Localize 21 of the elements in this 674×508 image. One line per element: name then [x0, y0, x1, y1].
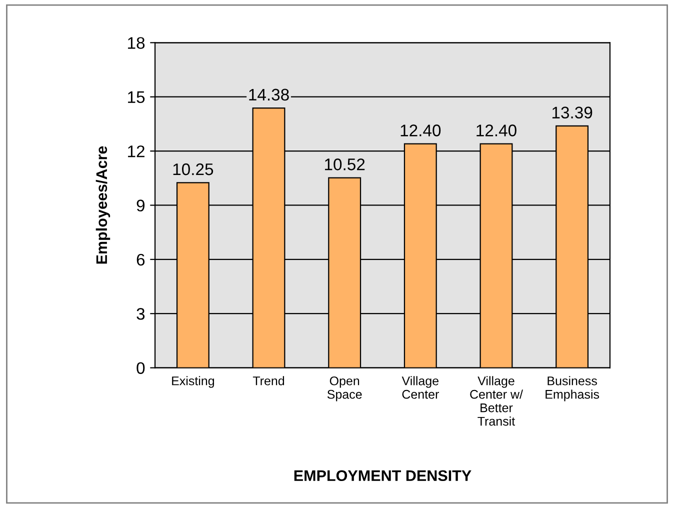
- y-tick-label: 15: [128, 91, 145, 104]
- x-tick-label: Existing: [172, 376, 214, 388]
- x-tick-label: Village Center: [402, 376, 439, 399]
- data-label: 14.38: [249, 88, 289, 101]
- y-tick-label: 3: [136, 308, 145, 320]
- x-tick-label: Trend: [252, 376, 284, 386]
- data-label: 12.40: [400, 124, 441, 136]
- y-tick-label: 18: [128, 37, 145, 49]
- data-label: 10.25: [173, 163, 214, 176]
- y-tick-label: 0: [136, 362, 145, 374]
- x-tick-label: Open Space: [327, 376, 362, 402]
- y-tick-label: 12: [128, 145, 144, 158]
- y-tick-label: 9: [136, 200, 145, 212]
- x-axis-title: EMPLOYMENT DENSITY: [294, 470, 472, 482]
- data-label: 13.39: [552, 106, 592, 118]
- x-tick-label: Village Center w/ Better Transit: [470, 376, 523, 426]
- data-label: 12.40: [476, 124, 516, 136]
- x-tick-label: Business Emphasis: [546, 376, 600, 402]
- y-axis-title: Employees/Acre: [96, 146, 110, 264]
- y-tick-label: 6: [136, 254, 145, 266]
- data-label: 10.52: [325, 158, 365, 170]
